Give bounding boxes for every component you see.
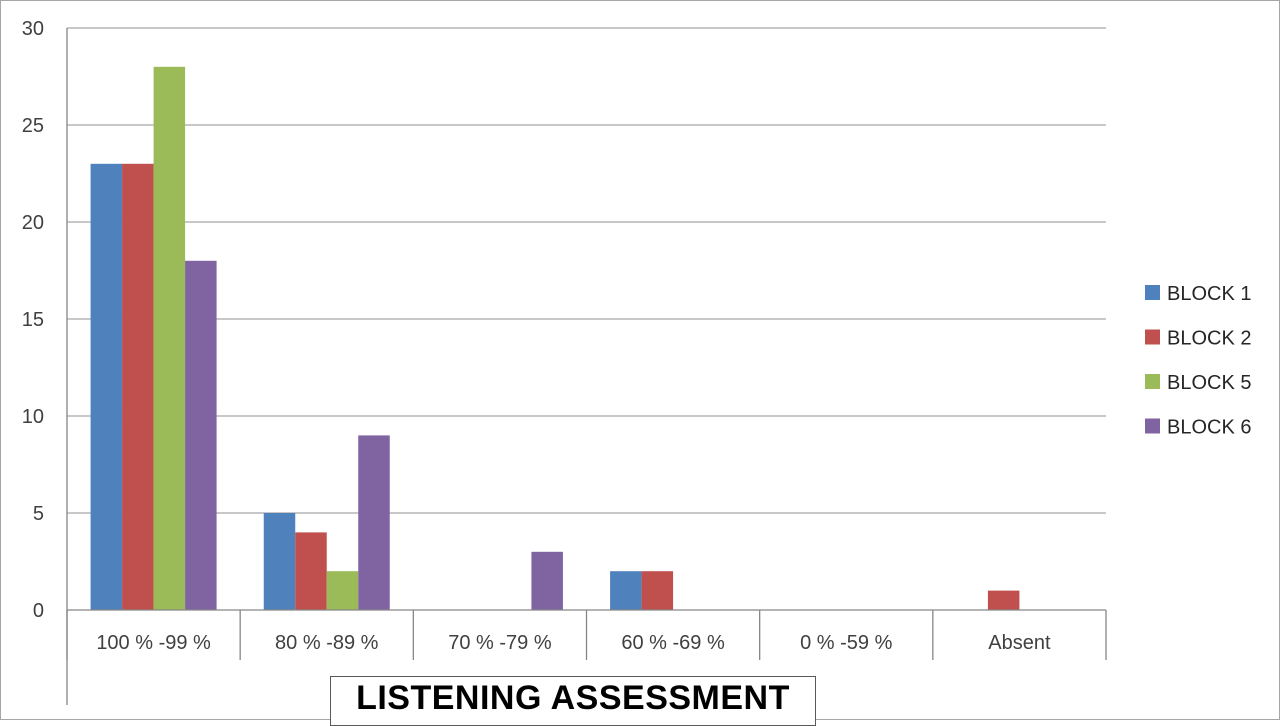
x-tick-label: 80 % -89 %	[275, 632, 379, 654]
bar	[153, 66, 186, 611]
bar	[326, 571, 359, 610]
bars	[90, 66, 1020, 611]
y-tick-label: 5	[33, 503, 44, 525]
y-tick-label: 0	[33, 600, 44, 622]
bar	[531, 551, 563, 610]
legend-label: BLOCK 1	[1167, 283, 1251, 305]
x-tick-label: Absent	[988, 632, 1051, 654]
y-tick-label: 15	[22, 309, 44, 331]
bar	[358, 435, 390, 610]
x-tick-label: 100 % -99 %	[96, 632, 211, 654]
bar	[122, 163, 154, 611]
legend-swatch	[1145, 374, 1160, 389]
legend-label: BLOCK 5	[1167, 372, 1251, 394]
bar	[263, 513, 296, 610]
axes: 0 5 10 15 20 25 30 100 % -99 % 80 % -89 % 70 % -7…	[22, 18, 1107, 705]
legend-label: BLOCK 2	[1167, 328, 1251, 350]
x-tick-label: 60 % -69 %	[621, 632, 725, 654]
y-tick-label: 10	[22, 406, 44, 428]
bar	[641, 571, 674, 610]
legend-swatch	[1145, 285, 1160, 300]
chart-title-box: LISTENING ASSESSMENT	[330, 676, 816, 726]
legend: BLOCK 1 BLOCK 2 BLOCK 5 BLOCK 6	[1145, 283, 1251, 439]
bar	[90, 163, 123, 611]
legend-swatch	[1145, 329, 1160, 345]
legend-swatch	[1145, 418, 1160, 434]
gridlines	[67, 27, 1106, 514]
x-tick-label: 70 % -79 %	[448, 632, 552, 654]
x-tick-label: 0 % -59 %	[800, 632, 892, 654]
chart-title: LISTENING ASSESSMENT	[356, 679, 790, 717]
bar	[987, 590, 1020, 610]
legend-label: BLOCK 6	[1167, 417, 1251, 439]
y-tick-label: 20	[22, 212, 44, 234]
y-tick-label: 30	[22, 18, 44, 40]
bar	[295, 532, 327, 610]
y-tick-label: 25	[22, 115, 44, 137]
bar	[185, 260, 217, 610]
bar	[610, 571, 642, 610]
